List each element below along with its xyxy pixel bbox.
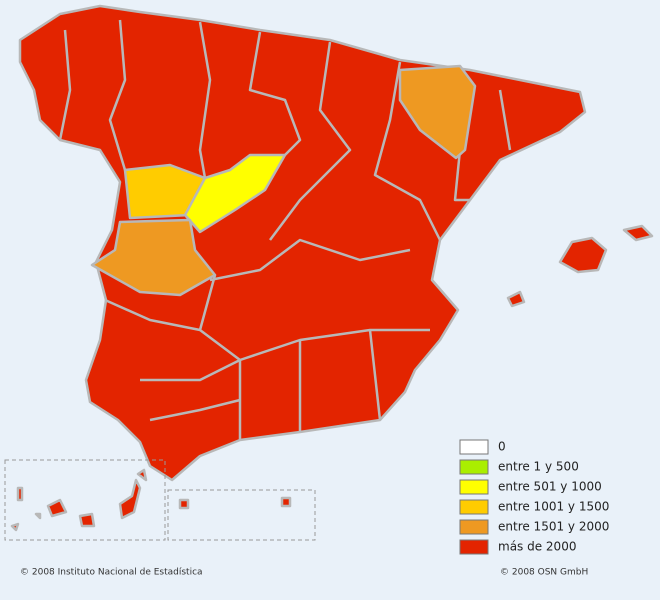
credit-right: © 2008 OSN GmbH [500, 568, 588, 578]
legend-swatch [459, 459, 489, 475]
inset-frame [4, 459, 316, 541]
mainland [18, 4, 587, 482]
legend-swatch [459, 439, 489, 455]
legend-swatch [459, 479, 489, 495]
credit-left: © 2008 Instituto Nacional de Estadística [20, 568, 203, 578]
ceuta [178, 498, 190, 510]
island [506, 290, 526, 308]
island [558, 236, 608, 274]
spain-mainland [18, 4, 587, 482]
legend-label: entre 501 y 1000 [498, 480, 602, 494]
island [10, 468, 148, 532]
legend-label: entre 1 y 500 [498, 460, 579, 474]
province-lines [58, 19, 512, 440]
legend-swatch [459, 499, 489, 515]
canary-inset [4, 459, 316, 541]
legend-label: entre 1501 y 2000 [498, 520, 609, 534]
legend-label: 0 [498, 440, 506, 454]
melilla [280, 496, 292, 508]
legend-swatch [459, 539, 489, 555]
legend-label: más de 2000 [498, 540, 576, 554]
legend-label: entre 1001 y 1500 [498, 500, 609, 514]
balearic-islands [506, 224, 654, 308]
legend: 0 entre 1 y 500 entre 501 y 1000 entre 1001… [459, 439, 609, 555]
legend-swatch [459, 519, 489, 535]
province-salamanca [90, 218, 217, 297]
province-navarra [398, 64, 477, 160]
island [622, 224, 654, 242]
